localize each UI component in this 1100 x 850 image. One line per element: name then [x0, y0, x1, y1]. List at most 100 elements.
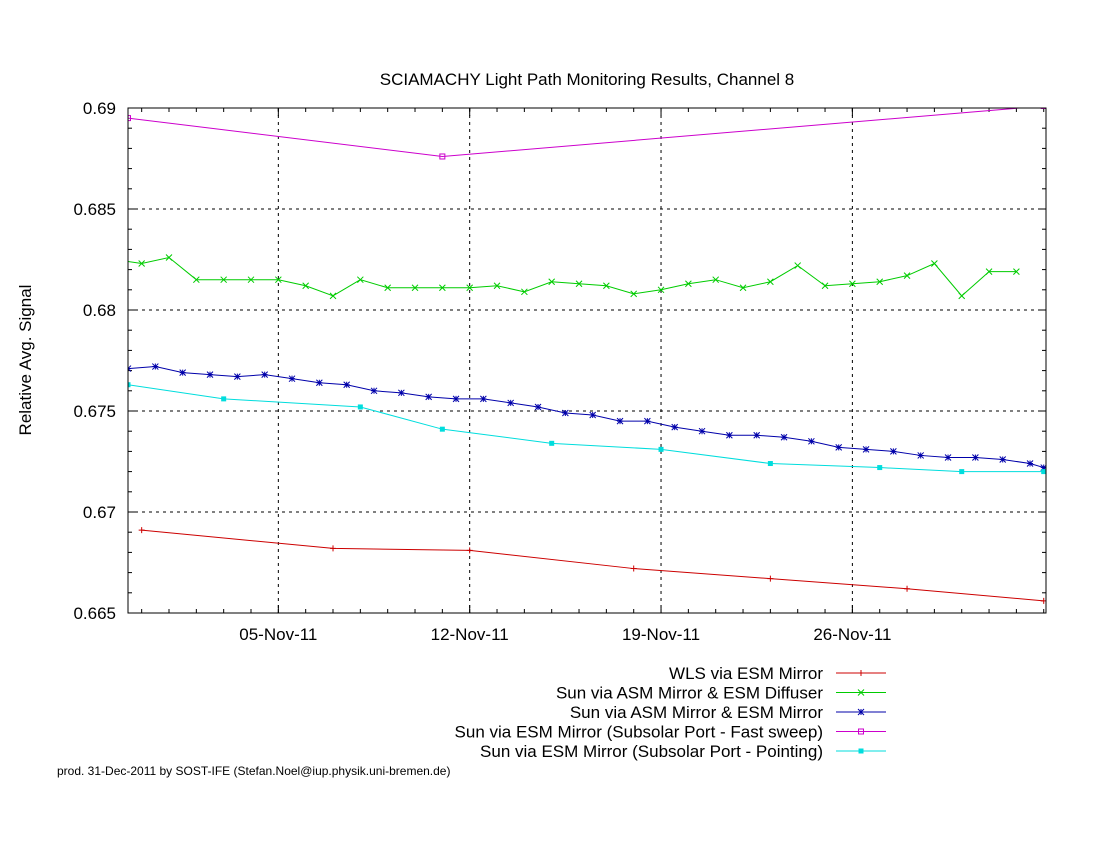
- y-tick-label: 0.67: [83, 503, 116, 522]
- data-point: [858, 670, 864, 676]
- series-5: [128, 382, 1046, 475]
- data-point: [111, 257, 117, 263]
- data-point: [753, 431, 761, 439]
- data-point: [794, 262, 802, 269]
- data-point: [858, 748, 864, 754]
- x-tick-label: 12-Nov-11: [431, 625, 509, 644]
- data-point: [330, 545, 337, 552]
- data-point: [767, 575, 774, 582]
- data-point: [835, 444, 843, 451]
- legend-label: Sun via ASM Mirror & ESM Diffuser: [556, 684, 823, 703]
- data-point: [1041, 469, 1046, 475]
- data-point: [767, 461, 773, 467]
- data-point: [698, 427, 706, 435]
- data-point: [315, 379, 323, 387]
- series-4: [128, 108, 1046, 160]
- y-tick-label: 0.675: [73, 402, 116, 421]
- production-credit: prod. 31-Dec-2011 by SOST-IFE (Stefan.No…: [57, 764, 451, 778]
- y-tick-label: 0.665: [73, 604, 116, 623]
- data-point: [507, 399, 515, 407]
- x-tick-label: 19-Nov-11: [622, 625, 700, 644]
- data-point: [944, 454, 952, 461]
- data-point: [288, 375, 296, 383]
- x-axis: 05-Nov-11 12-Nov-11 19-Nov-11 26-Nov-11: [141, 108, 1045, 644]
- data-point: [1026, 460, 1034, 467]
- series-line: [128, 366, 1044, 469]
- legend-label: Sun via ESM Mirror (Subsolar Port - Fast…: [455, 723, 823, 742]
- data-point: [452, 395, 460, 403]
- data-point: [261, 371, 269, 378]
- grid: [128, 108, 1046, 613]
- data-point: [233, 373, 241, 381]
- data-point: [972, 454, 979, 461]
- data-point: [904, 585, 911, 592]
- data-point: [384, 284, 392, 292]
- data-point: [999, 456, 1007, 463]
- data-point: [438, 284, 446, 292]
- x-tick-label: 26-Nov-11: [813, 625, 891, 644]
- data-point: [562, 409, 569, 417]
- data-point: [849, 280, 856, 288]
- data-point: [206, 371, 214, 378]
- series-2: [111, 254, 1020, 300]
- data-point: [329, 292, 337, 300]
- data-point: [411, 284, 419, 292]
- data-point: [165, 254, 173, 261]
- chart-title: SCIAMACHY Light Path Monitoring Results,…: [380, 70, 795, 89]
- y-tick-label: 0.68: [83, 301, 116, 320]
- data-point: [274, 276, 282, 284]
- data-point: [179, 369, 187, 376]
- data-point: [657, 286, 665, 294]
- data-point: [616, 417, 624, 425]
- data-point: [302, 282, 310, 290]
- data-point: [221, 396, 227, 402]
- data-point: [466, 284, 474, 292]
- data-point: [138, 527, 145, 534]
- data-point: [857, 689, 865, 696]
- y-tick-label: 0.685: [73, 200, 116, 219]
- legend-label: Sun via ESM Mirror (Subsolar Port - Poin…: [480, 742, 823, 761]
- data-point: [521, 288, 528, 296]
- legend-label: Sun via ASM Mirror & ESM Mirror: [570, 703, 823, 722]
- data-point: [128, 115, 131, 122]
- data-point: [548, 278, 556, 286]
- data-point: [128, 382, 131, 388]
- data-point: [630, 290, 638, 298]
- series-line: [128, 384, 1044, 473]
- data-point: [589, 411, 597, 419]
- data-point: [985, 268, 993, 275]
- series-line: [128, 256, 1017, 297]
- series-line: [141, 529, 1044, 602]
- data-point: [439, 153, 446, 160]
- data-point: [767, 278, 774, 286]
- data-point: [858, 728, 864, 735]
- data-point: [192, 276, 200, 284]
- data-point: [425, 393, 433, 401]
- data-point: [890, 448, 897, 455]
- data-point: [903, 272, 911, 280]
- data-point: [1040, 464, 1046, 471]
- plot-area: [111, 108, 1046, 604]
- data-point: [466, 547, 473, 554]
- data-point: [370, 387, 378, 395]
- y-axis: 0.665 0.67 0.675 0.68 0.685 0.69: [73, 99, 1046, 623]
- data-point: [534, 403, 542, 411]
- data-point: [876, 278, 884, 286]
- series-3: [128, 363, 1046, 471]
- data-point: [685, 280, 692, 288]
- data-point: [857, 708, 865, 716]
- data-point: [630, 565, 637, 572]
- data-point: [780, 433, 788, 441]
- data-point: [959, 469, 965, 475]
- data-point: [862, 446, 870, 453]
- data-point: [343, 381, 351, 389]
- data-point: [575, 280, 583, 288]
- data-point: [958, 292, 966, 300]
- data-point: [808, 437, 815, 445]
- data-point: [671, 423, 679, 431]
- data-point: [151, 363, 159, 370]
- series-line: [128, 108, 1026, 157]
- data-point: [220, 276, 228, 284]
